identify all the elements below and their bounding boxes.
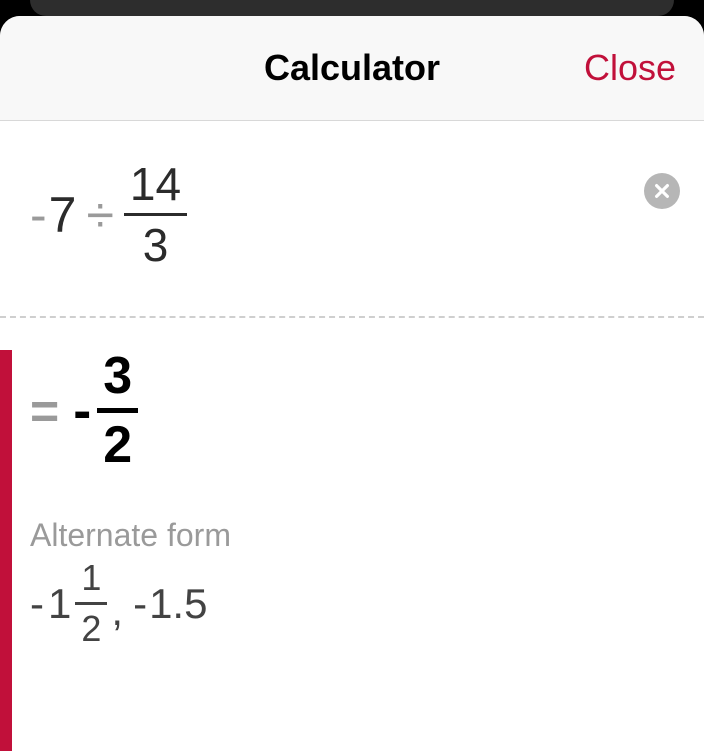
alternate-decimal: -1.5 [133,580,207,628]
expression-operator: ÷ [86,186,113,244]
result-numerator: 3 [97,350,138,402]
calculator-sheet: Calculator Close - 7 ÷ 14 3 [0,16,704,751]
alternate-mixed-fraction: 1 2 [75,560,107,647]
alternate-mixed-denominator: 2 [75,611,107,647]
expression-fraction: 14 3 [124,161,187,268]
alternate-form-values: - 1 1 2 , -1.5 [30,560,674,647]
fraction-numerator: 14 [124,161,187,207]
clear-input-button[interactable] [644,173,680,209]
expression-input-area[interactable]: - 7 ÷ 14 3 [0,121,704,318]
expression-left-operand: 7 [49,186,77,244]
close-icon [653,182,671,200]
result-sign: - [73,380,91,442]
close-button[interactable]: Close [584,47,676,89]
alternate-mixed-sign: - [30,580,44,628]
alternate-separator: , [111,587,123,647]
app-backdrop: Calculator Close - 7 ÷ 14 3 [0,0,704,751]
result-content: = - 3 2 Alternate form - 1 [0,350,704,647]
expression-display: - 7 ÷ 14 3 [30,161,674,268]
alternate-decimal-value: 1.5 [149,580,207,627]
alternate-form-label: Alternate form [30,517,674,554]
alternate-mixed-whole: 1 [48,580,71,628]
fraction-denominator: 3 [137,222,175,268]
equals-sign: = [30,382,59,440]
alternate-mixed-numerator: 1 [75,560,107,596]
result-denominator: 2 [97,419,138,471]
fraction-bar [75,602,107,605]
fraction-bar [97,408,138,413]
sheet-header: Calculator Close [0,16,704,121]
primary-result: = - 3 2 [30,350,674,471]
result-accent-bar [0,350,12,751]
backdrop-card-edge [30,0,674,16]
fraction-bar [124,213,187,216]
result-fraction: 3 2 [97,350,138,471]
expression-sign: - [30,186,47,244]
result-area: = - 3 2 Alternate form - 1 [0,350,704,751]
alternate-mixed-number: - 1 1 2 [30,560,107,647]
alternate-decimal-sign: - [133,580,147,627]
result-value: - 3 2 [73,350,138,471]
